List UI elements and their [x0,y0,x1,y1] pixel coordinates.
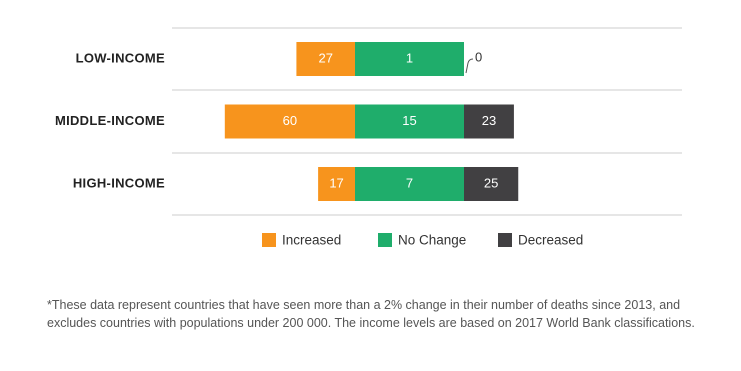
category-label: MIDDLE-INCOME [55,113,165,128]
chart: LOW-INCOME 27 1 0 MIDDLE-INCOME 60 15 23 HIGH-IN… [55,27,682,248]
bar-increased [318,167,355,201]
value-label: 15 [402,113,416,128]
bar-no-change [355,167,464,201]
bar-decreased [464,104,514,139]
footnote: *These data represent countries that hav… [47,298,695,330]
bar-increased [224,104,355,139]
value-label: 23 [482,113,496,128]
value-label: 27 [318,50,332,65]
value-label: 60 [283,113,297,128]
legend-swatch [262,233,276,247]
legend-label: No Change [398,233,466,248]
category-label: LOW-INCOME [76,50,165,65]
bar-decreased [464,167,519,201]
bar-no-change [355,104,464,139]
value-label: 17 [329,175,343,190]
bar-no-change [355,42,464,76]
legend-label: Increased [282,233,341,248]
category-label: HIGH-INCOME [73,175,165,190]
bar-increased [296,42,355,76]
legend-label: Decreased [518,233,583,248]
legend-swatch [498,233,512,247]
value-label: 7 [406,175,413,190]
value-label: 0 [475,49,482,64]
value-label: 25 [484,175,498,190]
leader [465,58,474,74]
legend-swatch [378,233,392,247]
value-label: 1 [406,50,413,65]
